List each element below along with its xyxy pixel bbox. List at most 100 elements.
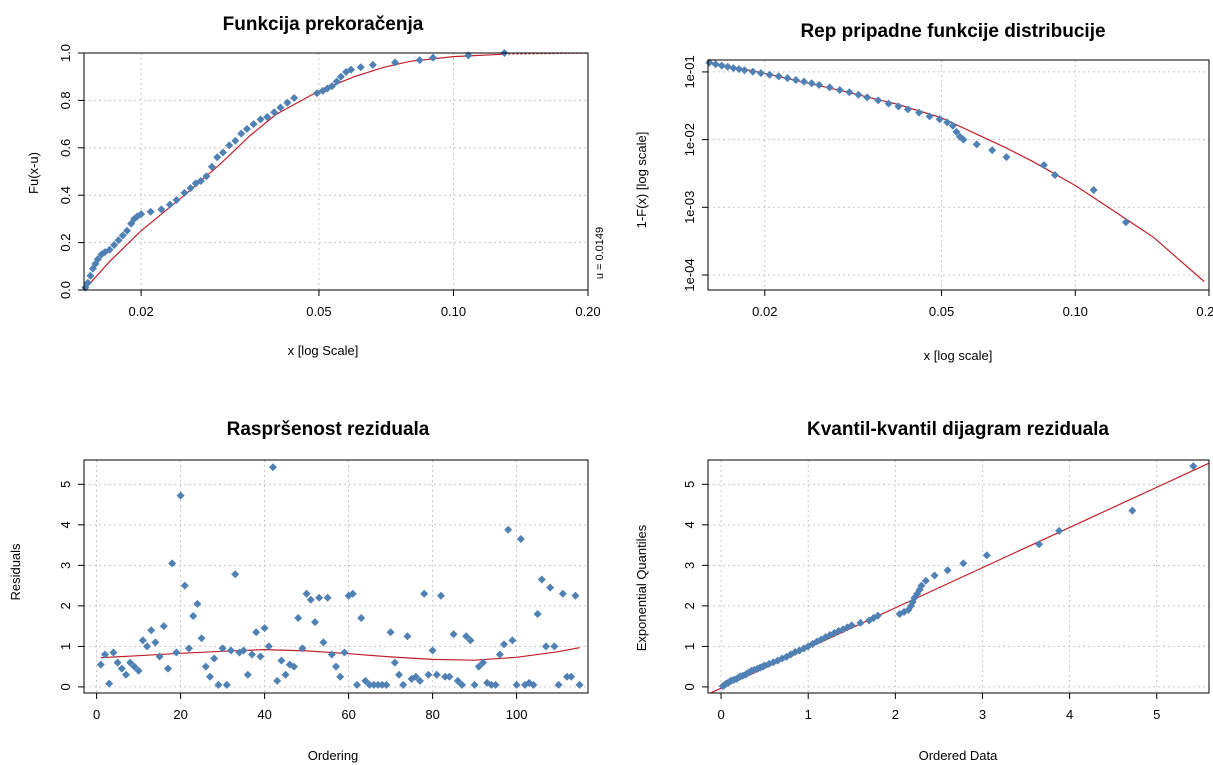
data-point (533, 609, 542, 618)
data-point (231, 570, 240, 579)
data-point (391, 58, 400, 67)
data-point (118, 231, 127, 240)
data-point (361, 676, 370, 685)
data-point (952, 127, 961, 136)
data-point (884, 99, 893, 108)
x-tick-label: 0 (717, 707, 724, 722)
y-tick-label: 4 (58, 521, 73, 528)
y-tick-label: 0.4 (58, 186, 73, 204)
data-point (281, 670, 290, 679)
data-point (930, 571, 939, 580)
data-point (126, 658, 135, 667)
data-point (313, 89, 322, 98)
x-tick-label: 0.10 (441, 304, 466, 319)
data-point (917, 581, 926, 590)
data-point (988, 146, 997, 155)
data-point (495, 650, 504, 659)
plot-frame (707, 459, 1210, 694)
data-point (437, 591, 445, 600)
data-point (256, 115, 265, 124)
data-point (365, 680, 374, 689)
x-tick-label: 2 (892, 707, 899, 722)
data-point (500, 640, 508, 649)
data-point (357, 614, 366, 623)
x-tick-label: 80 (425, 707, 439, 722)
data-point (550, 642, 559, 651)
x-tick-label: 60 (341, 707, 355, 722)
data-point (432, 670, 441, 679)
data-point (546, 583, 555, 592)
data-point (202, 172, 211, 181)
y-tick-label: 0 (58, 683, 73, 690)
chart-title: Rep pripadne funkcije distribucije (800, 21, 1105, 42)
x-tick-label: 0.05 (306, 304, 331, 319)
data-point (143, 642, 151, 651)
data-point (1089, 186, 1098, 195)
data-point (508, 636, 517, 645)
data-point (1189, 462, 1198, 471)
data-point (348, 589, 357, 598)
data-point (134, 666, 143, 675)
data-point (873, 611, 882, 620)
data-point (1039, 161, 1048, 170)
data-point (711, 60, 720, 69)
data-point (117, 664, 126, 673)
y-tick-label: 1e-02 (682, 123, 697, 156)
data-point (290, 94, 299, 103)
data-point (411, 672, 420, 681)
data-point (214, 680, 223, 689)
data-point (479, 658, 487, 667)
data-point (571, 591, 580, 600)
data-point (856, 618, 865, 627)
data-point (269, 463, 277, 472)
y-tick-label: 2 (682, 602, 697, 609)
data-point (138, 636, 147, 645)
data-point (157, 205, 166, 214)
data-point (225, 141, 234, 150)
data-point (353, 680, 361, 689)
x-tick-label: 4 (1066, 707, 1073, 722)
chart-tail-distribution: Rep pripadne funkcije distribucije x [lo… (634, 21, 1213, 363)
data-point (270, 108, 279, 117)
data-point (717, 61, 726, 70)
y-tick-label: 5 (58, 481, 73, 488)
data-point (252, 628, 261, 637)
data-point (114, 236, 123, 245)
data-point (542, 642, 550, 651)
data-point (1002, 153, 1011, 162)
fitted-line (84, 53, 505, 290)
data-point (101, 650, 109, 659)
data-point (470, 680, 479, 689)
data-point (206, 672, 214, 681)
data-point (110, 240, 119, 249)
data-point (277, 656, 286, 665)
y-tick-label: 0.6 (58, 139, 73, 157)
y-tick-label: 4 (682, 521, 697, 528)
y-tick-label: 1e-04 (682, 258, 697, 291)
data-point (151, 638, 160, 647)
data-point (340, 648, 349, 657)
data-point (155, 652, 164, 661)
data-point (512, 680, 521, 689)
y-tick-label: 5 (682, 481, 697, 488)
data-point (165, 200, 174, 209)
data-point (283, 98, 292, 107)
data-point (825, 83, 834, 92)
data-point (147, 626, 156, 635)
data-point (1121, 218, 1130, 227)
data-point (815, 81, 824, 90)
data-point (943, 118, 952, 127)
data-point (319, 638, 328, 647)
data-point (748, 67, 757, 76)
data-point (449, 630, 458, 639)
data-point (290, 662, 298, 671)
x-tick-label: 5 (1153, 707, 1160, 722)
plot-frame (83, 459, 589, 694)
plot-frame (707, 59, 1210, 291)
data-point (874, 96, 883, 105)
data-point (180, 581, 189, 590)
data-point (93, 255, 102, 264)
data-point (424, 670, 433, 679)
threshold-label: u = 0.0149 (594, 227, 606, 279)
